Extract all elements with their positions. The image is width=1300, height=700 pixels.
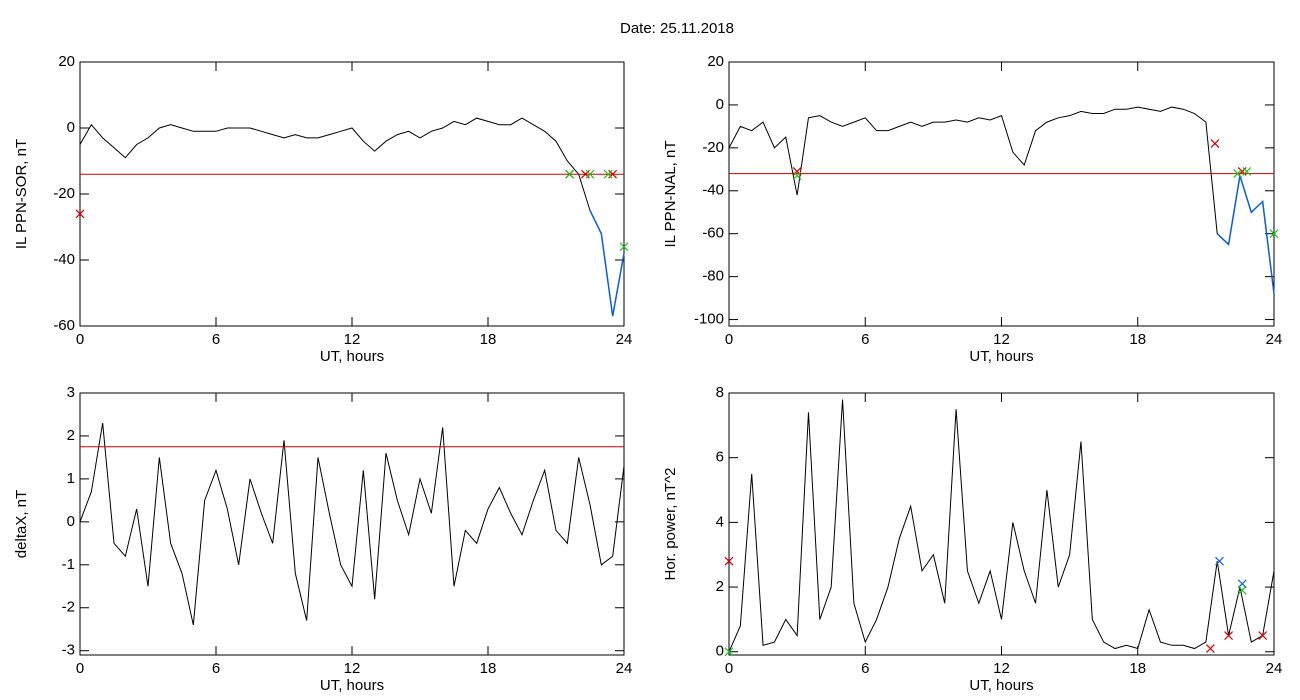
x-tick-label: 24: [616, 660, 633, 677]
y-tick-label: 0: [716, 643, 724, 660]
y-tick-label: 20: [58, 53, 75, 70]
x-axis-label: UT, hours: [320, 348, 384, 365]
y-tick-label: 2: [716, 578, 724, 595]
y-tick-label: 6: [716, 449, 724, 466]
x-tick-label: 18: [1129, 331, 1146, 348]
y-axis-label: IL PPN-SOR, nT: [13, 139, 30, 249]
x-tick-label: 18: [480, 660, 497, 677]
y-tick-label: 4: [716, 513, 724, 530]
cross-marker: [1224, 631, 1234, 641]
cross-marker: [1258, 631, 1268, 641]
y-tick-label: 2: [67, 427, 75, 444]
cross-marker: [585, 169, 595, 179]
y-tick-label: 3: [67, 384, 75, 401]
x-tick-label: 0: [725, 331, 733, 348]
cross-marker: [1269, 229, 1279, 239]
x-tick-label: 12: [993, 331, 1010, 348]
x-axis-label: UT, hours: [969, 348, 1033, 365]
x-axis-label: UT, hours: [320, 677, 384, 694]
cross-marker: [1242, 167, 1252, 176]
cross-marker: [1237, 579, 1247, 589]
y-axis-label: deltaX, nT: [13, 490, 30, 558]
y-tick-label: 20: [707, 53, 724, 70]
x-tick-label: 12: [993, 660, 1010, 677]
cross-marker: [792, 171, 802, 181]
y-tick-label: -2: [62, 599, 75, 616]
y-tick-label: 0: [67, 119, 75, 136]
data-line: [728, 399, 1275, 652]
cross-marker: [1215, 556, 1224, 566]
cross-marker: [619, 242, 629, 252]
x-tick-label: 24: [616, 331, 633, 348]
x-tick-label: 12: [344, 331, 361, 348]
y-tick-label: -100: [694, 311, 724, 328]
x-tick-label: 24: [1266, 660, 1283, 677]
cross-marker: [1237, 585, 1247, 595]
data-line: [79, 422, 625, 626]
y-tick-label: -20: [53, 185, 75, 202]
y-axis-label: IL PPN-NAL, nT: [662, 141, 679, 248]
x-tick-label: 6: [861, 660, 869, 677]
y-tick-label: 1: [67, 470, 75, 487]
x-tick-label: 18: [1129, 660, 1146, 677]
cross-marker: [1233, 169, 1243, 179]
cross-marker: [565, 169, 575, 179]
y-tick-label: 8: [716, 384, 724, 401]
x-tick-label: 0: [725, 660, 733, 677]
x-tick-label: 6: [861, 331, 869, 348]
x-tick-label: 6: [212, 660, 220, 677]
cross-marker: [1210, 139, 1220, 148]
y-axis-label: Hor. power, nT^2: [662, 468, 679, 581]
y-tick-label: -60: [53, 317, 75, 334]
y-tick-label: 0: [716, 96, 724, 113]
plot-frame: [79, 61, 625, 327]
x-tick-label: 0: [76, 331, 84, 348]
data-line: [79, 117, 625, 317]
y-tick-label: -20: [702, 139, 724, 156]
y-tick-label: -3: [62, 642, 75, 659]
cross-marker: [75, 209, 85, 219]
cross-marker: [792, 167, 802, 176]
cross-marker: [724, 556, 734, 566]
x-tick-label: 18: [480, 331, 497, 348]
y-tick-label: -40: [702, 182, 724, 199]
y-tick-label: -40: [53, 251, 75, 268]
highlight-line: [1216, 175, 1275, 294]
highlight-line: [589, 210, 625, 317]
y-tick-label: -80: [702, 268, 724, 285]
x-tick-label: 24: [1266, 331, 1283, 348]
x-axis-label: UT, hours: [969, 677, 1033, 694]
data-line: [728, 106, 1275, 294]
y-tick-label: -1: [62, 556, 75, 573]
x-tick-label: 6: [212, 331, 220, 348]
plot-frame: [79, 392, 625, 656]
x-tick-label: 12: [344, 660, 361, 677]
figure-title: Date: 25.11.2018: [620, 20, 734, 37]
plot-frame: [728, 61, 1275, 327]
y-tick-label: -60: [702, 225, 724, 242]
x-tick-label: 0: [76, 660, 84, 677]
cross-marker: [1205, 644, 1215, 653]
cross-marker: [724, 647, 734, 657]
y-tick-label: 0: [67, 513, 75, 530]
cross-marker: [603, 169, 613, 179]
